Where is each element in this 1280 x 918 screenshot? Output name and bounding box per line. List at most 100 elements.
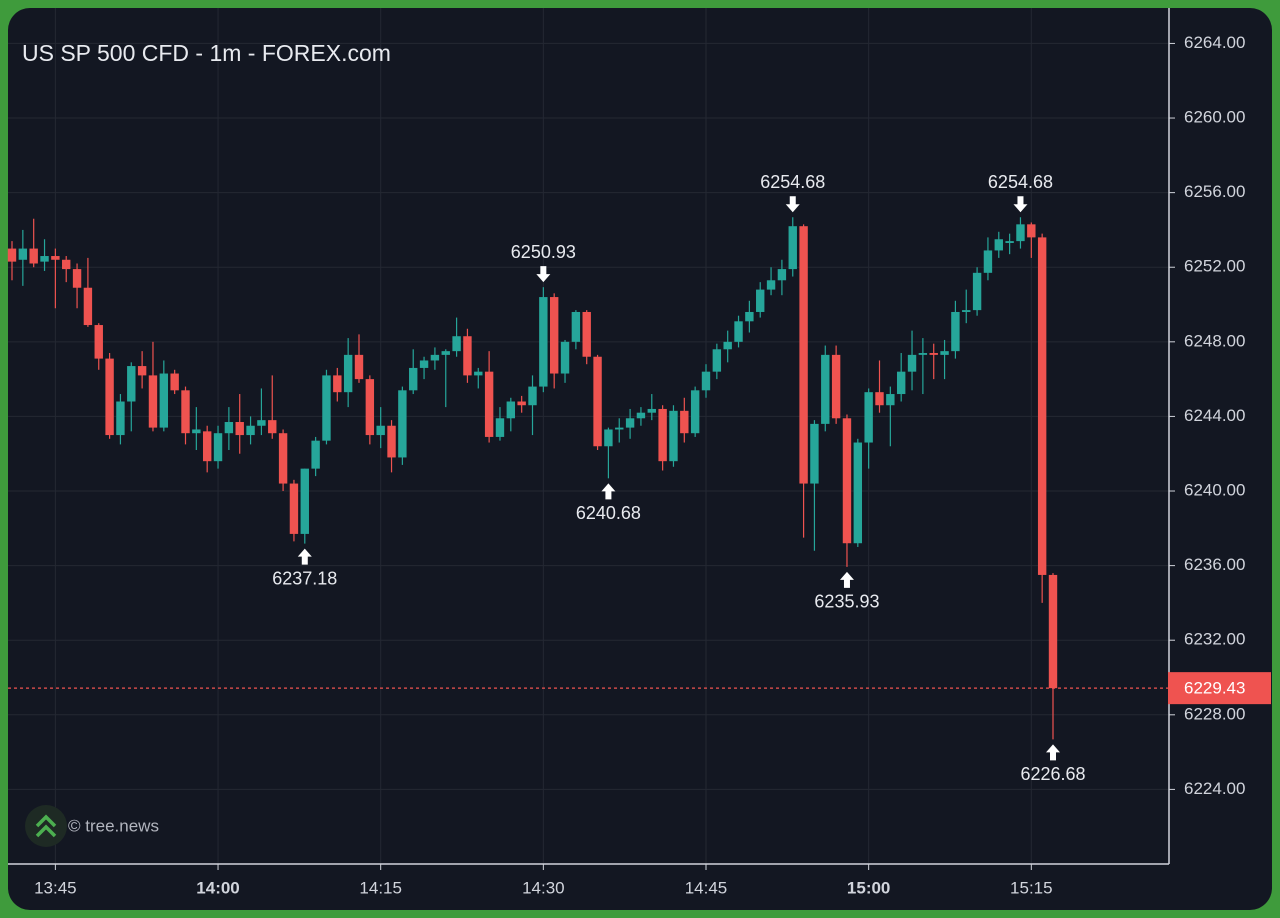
candle-body: [636, 412, 646, 419]
candle-body: [701, 371, 711, 391]
candle-body: [224, 422, 234, 434]
marker-arrow: [839, 571, 854, 588]
candle-body: [452, 336, 461, 352]
candle-body: [994, 239, 1003, 251]
candle-body: [1005, 241, 1014, 243]
candle-body: [300, 468, 309, 534]
candle-body: [430, 354, 440, 361]
x-tick-label: 15:15: [1010, 878, 1053, 897]
y-tick-label: 6248.00: [1184, 331, 1245, 350]
marker-arrow: [601, 483, 616, 500]
candle-body: [1048, 574, 1058, 689]
candle-body: [18, 248, 28, 260]
candle-body: [246, 425, 255, 436]
candle-body: [896, 371, 906, 395]
candle-body: [810, 423, 819, 484]
candle-body: [604, 429, 613, 447]
watermark: © tree.news: [68, 816, 159, 835]
candle-body: [376, 425, 385, 436]
candle-body: [127, 366, 136, 402]
candle-body: [398, 390, 407, 458]
candle-body: [441, 351, 450, 355]
candle-body: [647, 408, 656, 413]
candle-body: [842, 418, 852, 544]
y-tick-label: 6228.00: [1184, 704, 1245, 723]
low-label: 6235.93: [814, 592, 879, 612]
candle-body: [170, 373, 179, 391]
candle-body: [734, 321, 743, 342]
candle-body: [886, 394, 895, 406]
candle-body: [322, 375, 331, 441]
candle-body: [148, 375, 158, 428]
y-tick-label: 6260.00: [1184, 108, 1245, 127]
candle-body: [387, 425, 396, 458]
candle-body: [983, 250, 993, 273]
y-tick-label: 6252.00: [1184, 257, 1245, 276]
candle-body: [582, 311, 591, 357]
candle-body: [213, 433, 223, 462]
candle-body: [571, 311, 581, 342]
candle-body: [907, 354, 917, 372]
candle-body: [712, 349, 722, 372]
low-label: 6226.68: [1020, 764, 1085, 784]
low-label: 6237.18: [272, 568, 337, 588]
x-tick-label: 15:00: [847, 878, 890, 897]
chart-panel: [8, 8, 1272, 910]
candle-body: [289, 483, 299, 534]
candle-body: [409, 367, 418, 391]
y-tick-label: 6224.00: [1184, 779, 1245, 798]
candle-body: [333, 375, 342, 393]
candle-body: [962, 310, 971, 312]
marker-arrow: [297, 548, 312, 565]
candle-body: [690, 390, 700, 434]
candle-body: [918, 353, 928, 355]
x-tick-label: 14:15: [359, 878, 402, 897]
candle-body: [1016, 224, 1025, 242]
y-tick-label: 6240.00: [1184, 480, 1245, 499]
marker-arrow: [1046, 744, 1060, 761]
candle-body: [311, 440, 320, 469]
candle-body: [951, 311, 960, 352]
x-tick-label: 14:00: [196, 878, 239, 897]
x-tick-label: 14:30: [522, 878, 565, 897]
grid: [8, 8, 1169, 864]
x-tick-label: 14:45: [685, 878, 728, 897]
candle-body: [821, 354, 830, 424]
y-tick-label: 6244.00: [1184, 406, 1245, 425]
candle-body: [235, 422, 244, 436]
candle-body: [929, 353, 938, 355]
candle-body: [625, 418, 635, 428]
candle-body: [875, 392, 884, 406]
candle-body: [549, 297, 559, 374]
candle-body: [181, 390, 190, 434]
candle-body: [777, 269, 787, 281]
candle-body: [745, 311, 754, 322]
marker-arrow: [785, 196, 800, 213]
high-label: 6254.68: [760, 172, 825, 192]
candle-body: [799, 226, 808, 484]
last-price-tag: [1168, 672, 1271, 705]
high-label: 6254.68: [988, 172, 1053, 192]
candle-body: [94, 325, 103, 359]
candle-body: [484, 371, 494, 437]
candle-body: [528, 386, 537, 406]
candle-body: [419, 360, 429, 368]
candle-body: [116, 401, 125, 436]
candle-body: [853, 442, 863, 544]
candle-body: [257, 420, 266, 426]
candle-body: [788, 226, 797, 270]
candle-body: [72, 269, 82, 288]
candle-body: [864, 392, 873, 443]
last-price-label: 6229.43: [1184, 679, 1245, 698]
candle-body: [766, 280, 776, 290]
candle-body: [831, 354, 841, 419]
candle-body: [51, 256, 60, 260]
candle-body: [1037, 237, 1047, 575]
chart-title: US SP 500 CFD - 1m - FOREX.com: [22, 40, 391, 66]
overlay: 6250.93 6254.68 6254.68 6237.18 6240.68 6235.…: [8, 172, 1169, 784]
candle-body: [723, 341, 732, 350]
candle-body: [268, 420, 277, 434]
candle-body: [278, 433, 288, 484]
candle-body: [7, 248, 17, 262]
